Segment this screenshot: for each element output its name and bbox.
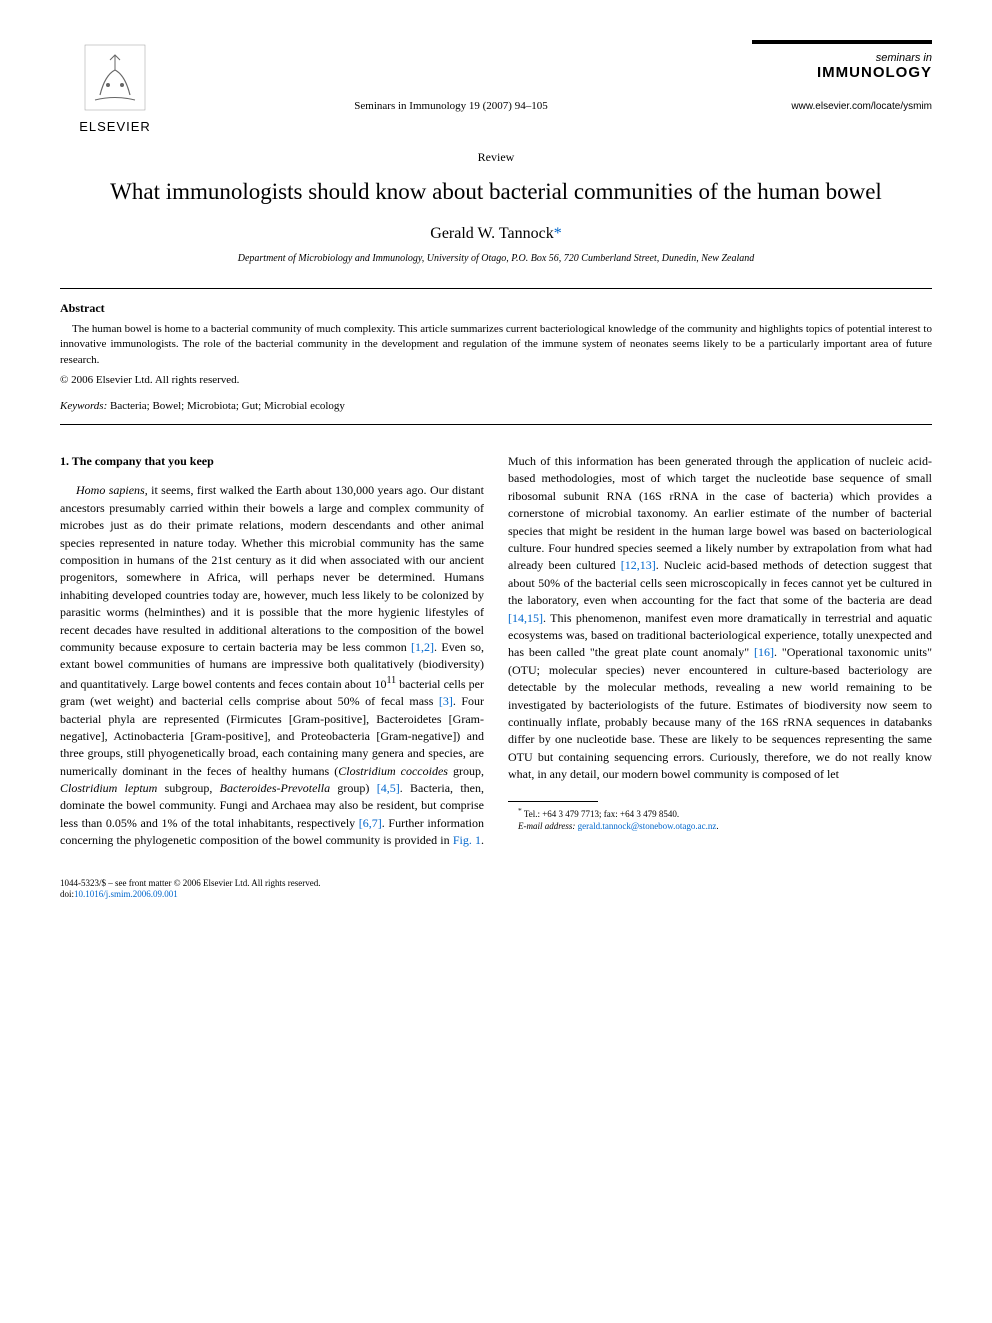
footnote-rule [508, 801, 598, 802]
abstract-heading: Abstract [60, 301, 932, 316]
email-footnote: E-mail address: gerald.tannock@stonebow.… [508, 821, 932, 833]
journal-citation: Seminars in Immunology 19 (2007) 94–105 [170, 40, 732, 112]
author-corresponding-marker: * [554, 225, 562, 242]
abstract-copyright: © 2006 Elsevier Ltd. All rights reserved… [60, 374, 932, 386]
elsevier-logo-icon [80, 40, 150, 115]
species-name: Homo sapiens [76, 483, 145, 497]
footer-copyright: 1044-5323/$ – see front matter © 2006 El… [60, 878, 932, 890]
journal-rule [752, 40, 932, 44]
doi-label: doi: [60, 889, 74, 899]
citation-link[interactable]: [3] [439, 694, 453, 708]
keywords-text: Bacteria; Bowel; Microbiota; Gut; Microb… [107, 400, 345, 412]
citation-link[interactable]: [4,5] [377, 781, 400, 795]
keywords-line: Keywords: Bacteria; Bowel; Microbiota; G… [60, 400, 932, 412]
body-text: . "Operational taxonomic units" (OTU; mo… [508, 645, 932, 781]
email-link[interactable]: gerald.tannock@stonebow.otago.ac.nz [575, 821, 716, 831]
journal-name-small: seminars in [732, 52, 932, 64]
email-suffix: . [716, 821, 718, 831]
body-text: group, [448, 764, 484, 778]
email-label: E-mail address: [518, 821, 575, 831]
doi-link[interactable]: 10.1016/j.smim.2006.09.001 [74, 889, 178, 899]
citation-link[interactable]: [14,15] [508, 611, 543, 625]
divider-bottom [60, 424, 932, 425]
body-columns: 1. The company that you keep Homo sapien… [60, 453, 932, 850]
citation-link[interactable]: [1,2] [411, 640, 434, 654]
page-footer: 1044-5323/$ – see front matter © 2006 El… [60, 878, 932, 901]
journal-url: www.elsevier.com/locate/ysmim [732, 101, 932, 112]
publisher-block: ELSEVIER [60, 40, 170, 134]
abstract-text: The human bowel is home to a bacterial c… [60, 322, 932, 368]
figure-link[interactable]: Fig. 1 [453, 833, 481, 847]
species-name: Clostridium leptum [60, 781, 157, 795]
species-name: Bacteroides-Prevotella [220, 781, 330, 795]
citation-link[interactable]: [12,13] [621, 558, 656, 572]
journal-name-large: IMMUNOLOGY [732, 64, 932, 81]
affiliation: Department of Microbiology and Immunolog… [60, 253, 932, 264]
exponent: 11 [386, 675, 396, 686]
body-paragraph: Homo sapiens, it seems, first walked the… [60, 453, 932, 850]
footnote-tel: Tel.: +64 3 479 7713; fax: +64 3 479 854… [522, 809, 679, 819]
footnote-block: * Tel.: +64 3 479 7713; fax: +64 3 479 8… [508, 801, 932, 832]
publisher-name: ELSEVIER [79, 119, 151, 134]
body-text: subgroup, [157, 781, 219, 795]
article-title: What immunologists should know about bac… [60, 177, 932, 207]
citation-link[interactable]: [6,7] [359, 816, 382, 830]
body-text: , it seems, first walked the Earth about… [60, 483, 484, 654]
author-line: Gerald W. Tannock* [60, 225, 932, 243]
article-type: Review [60, 150, 932, 165]
species-name: Clostridium coccoides [338, 764, 448, 778]
footer-doi-line: doi:10.1016/j.smim.2006.09.001 [60, 889, 932, 901]
body-text: group) [330, 781, 377, 795]
author-name: Gerald W. Tannock [430, 225, 553, 242]
divider-top [60, 288, 932, 289]
keywords-label: Keywords: [60, 400, 107, 412]
page-header: ELSEVIER Seminars in Immunology 19 (2007… [60, 40, 932, 134]
journal-block: seminars in IMMUNOLOGY www.elsevier.com/… [732, 40, 932, 112]
section-1-heading: 1. The company that you keep [60, 453, 484, 470]
corresponding-footnote: * Tel.: +64 3 479 7713; fax: +64 3 479 8… [508, 806, 932, 821]
citation-link[interactable]: [16] [754, 645, 774, 659]
